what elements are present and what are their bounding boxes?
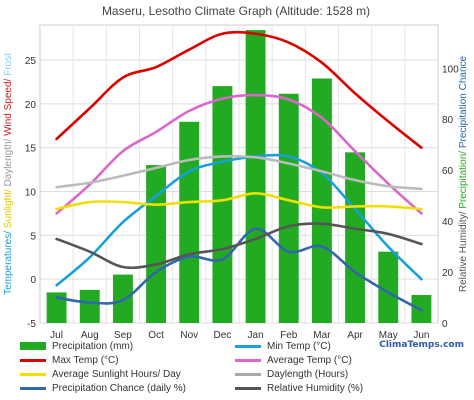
month-tick-label: Jan <box>248 330 264 341</box>
right-axis-title: Relative Humidity/ Precipitation/ Precip… <box>458 55 469 292</box>
axis-title-part: Precipitation/ <box>458 148 469 209</box>
legend-label: Daylength (Hours) <box>267 368 349 380</box>
month-tick-label: Dec <box>214 330 232 341</box>
month-tick-label: Oct <box>148 330 164 341</box>
legend-item: Min Temp (°C) <box>235 340 331 352</box>
right-tick-label: 20 <box>442 268 454 279</box>
legend-swatch <box>20 358 46 362</box>
left-tick-label: 0 <box>30 275 36 286</box>
left-tick-label: 15 <box>25 144 37 155</box>
legend-item: Precipitation Chance (daily %) <box>20 382 186 394</box>
month-tick-label: Aug <box>81 330 99 341</box>
legend-label: Average Temp (°C) <box>267 354 352 366</box>
legend-swatch <box>235 344 261 348</box>
series-line-6 <box>55 222 423 270</box>
precipitation-bar <box>278 93 299 324</box>
month-tick-label: Nov <box>180 330 198 341</box>
legend: Precipitation (mm) Min Temp (°C) Max Temp … <box>20 340 470 398</box>
precipitation-bar <box>245 30 266 323</box>
left-tick-label: -5 <box>27 319 36 330</box>
month-tick-label: Sep <box>114 330 132 341</box>
month-tick-label: Jun <box>413 330 429 341</box>
precipitation-bar <box>79 289 100 323</box>
legend-item: Average Sunlight Hours/ Day <box>20 368 181 380</box>
legend-label: Min Temp (°C) <box>267 340 331 352</box>
series-line-0 <box>55 30 423 150</box>
legend-swatch <box>235 386 261 390</box>
legend-label: Precipitation Chance (daily %) <box>52 382 186 394</box>
axis-title-part: Sunlight/ <box>3 187 14 229</box>
legend-swatch <box>20 386 46 390</box>
brand-logo-text: ClimaTemps.com <box>379 340 464 350</box>
month-tick-label: Apr <box>347 330 363 341</box>
legend-item: Precipitation (mm) <box>20 340 133 352</box>
axis-title-part: Precipitation Chance <box>458 55 469 148</box>
month-tick-label: Feb <box>280 330 298 341</box>
legend-swatch <box>20 372 46 376</box>
left-tick-label: 10 <box>25 188 37 199</box>
month-tick-label: Mar <box>313 330 331 341</box>
precipitation-bar <box>311 78 332 323</box>
axis-title-part: Relative Humidity/ <box>458 209 469 292</box>
legend-item: Max Temp (°C) <box>20 354 119 366</box>
axis-title-part: Wind Speed/ <box>3 76 14 136</box>
axis-title-part: Daylength/ <box>3 136 14 187</box>
precipitation-bar <box>179 121 200 324</box>
precipitation-bar <box>212 86 233 323</box>
series-line-4 <box>55 154 423 191</box>
left-axis-title: Temperatures/ Sunlight/ Daylength/ Wind … <box>3 53 14 295</box>
right-tick-label: 80 <box>442 115 454 126</box>
legend-label: Precipitation (mm) <box>52 340 134 352</box>
precipitation-bar <box>345 152 366 323</box>
legend-item: Relative Humidity (%) <box>235 382 363 394</box>
left-tick-label: 20 <box>25 100 37 111</box>
right-tick-label: 60 <box>442 166 454 177</box>
precipitation-bar <box>378 251 399 323</box>
legend-item: Daylength (Hours) <box>235 368 348 380</box>
legend-swatch <box>235 372 261 376</box>
axes: -5 0 5 10 15 20 25 0 20 40 60 80 100 Jul Aug Sep Oct Nov D… <box>3 53 469 341</box>
left-tick-label: 5 <box>30 231 36 242</box>
series-line-5 <box>55 227 423 312</box>
series-lines <box>55 30 423 312</box>
grid <box>39 24 439 324</box>
precipitation-bar <box>46 292 67 323</box>
legend-item: Average Temp (°C) <box>235 354 352 366</box>
series-line-1 <box>55 153 423 287</box>
legend-label: Relative Humidity (%) <box>267 382 364 394</box>
series-line-3 <box>55 191 423 211</box>
axis-title-part: Temperatures/ <box>3 228 14 295</box>
legend-swatch <box>20 342 46 350</box>
legend-swatch <box>235 358 261 362</box>
legend-label: Max Temp (°C) <box>52 354 119 366</box>
month-tick-label: May <box>379 330 398 341</box>
legend-label: Average Sunlight Hours/ Day <box>52 368 181 380</box>
month-tick-label: Jul <box>50 330 63 341</box>
axis-title-part: Frost <box>3 53 14 76</box>
chart-title: Maseru, Lesotho Climate Graph (Altitude:… <box>102 4 370 18</box>
right-tick-label: 40 <box>442 217 454 228</box>
left-tick-label: 25 <box>25 56 37 67</box>
right-tick-label: 100 <box>442 64 459 75</box>
right-tick-label: 0 <box>442 319 448 330</box>
series-line-2 <box>55 93 423 215</box>
